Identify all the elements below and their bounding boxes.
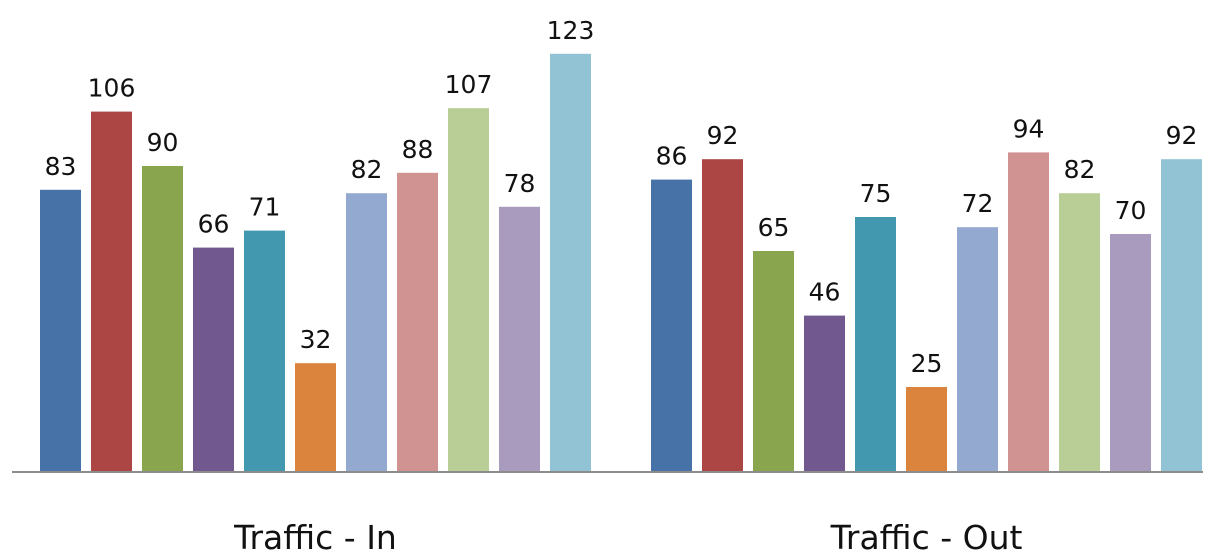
bar-traffic-out-6 (906, 387, 947, 472)
bar-traffic-in-10 (499, 206, 540, 473)
bar-traffic-out-11 (1161, 159, 1202, 472)
bar-traffic-out-10 (1110, 234, 1151, 472)
value-label: 66 (198, 210, 230, 239)
value-label: 94 (1013, 114, 1045, 143)
bar-traffic-in-7 (346, 193, 387, 472)
bars-layer (40, 53, 1202, 473)
bar-traffic-in-4 (193, 247, 234, 472)
bar-traffic-out-8 (1008, 152, 1049, 472)
value-label: 72 (962, 189, 994, 218)
bar-traffic-out-3 (753, 251, 794, 472)
value-label: 107 (445, 70, 493, 99)
bar-traffic-out-9 (1059, 193, 1100, 472)
value-label: 83 (45, 152, 77, 181)
value-label: 90 (147, 128, 179, 157)
bar-traffic-in-5 (244, 230, 285, 472)
value-label: 65 (758, 213, 790, 242)
value-label: 92 (1166, 121, 1198, 150)
category-label: Traffic - In (233, 518, 397, 557)
value-label: 75 (860, 179, 892, 208)
bar-traffic-out-1 (651, 179, 692, 472)
value-label: 82 (1064, 155, 1096, 184)
value-label: 92 (707, 121, 739, 150)
value-label: 70 (1115, 196, 1147, 225)
bar-traffic-in-9 (448, 108, 489, 472)
value-labels-layer: 83 106 90 66 71 32 82 88 107 78 123 86 92 65 46 75 25 72 9… (45, 16, 1198, 378)
value-label: 32 (300, 325, 332, 354)
value-label: 88 (402, 135, 434, 164)
bar-traffic-in-8 (397, 172, 438, 473)
value-label: 82 (351, 155, 383, 184)
category-label: Traffic - Out (830, 518, 1023, 557)
bar-traffic-out-7 (957, 227, 998, 472)
bar-traffic-in-2 (91, 111, 132, 472)
value-label: 71 (249, 193, 281, 222)
value-label: 25 (911, 349, 943, 378)
bar-traffic-in-3 (142, 166, 183, 472)
value-label: 86 (656, 142, 688, 171)
category-labels-layer: Traffic - In Traffic - Out (233, 518, 1022, 557)
value-label: 78 (504, 169, 536, 198)
bar-traffic-out-4 (804, 315, 845, 472)
bar-traffic-in-11 (550, 53, 591, 473)
value-label: 123 (547, 16, 595, 45)
value-label: 106 (88, 74, 136, 103)
bar-traffic-out-5 (855, 217, 896, 472)
bar-traffic-in-1 (40, 189, 81, 473)
value-label: 46 (809, 278, 841, 307)
bar-traffic-in-6 (295, 363, 336, 472)
bar-traffic-out-2 (702, 159, 743, 472)
